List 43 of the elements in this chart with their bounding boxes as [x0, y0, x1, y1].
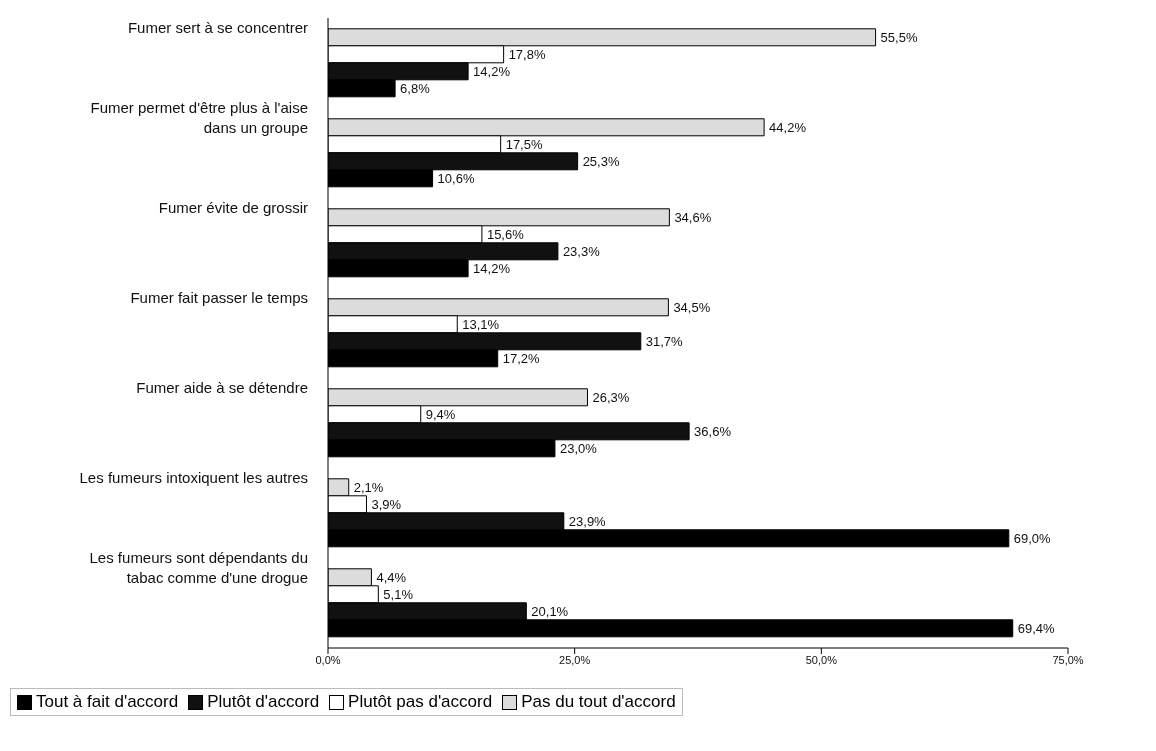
data-label: 2,1% — [353, 480, 384, 496]
data-label: 10,6% — [437, 171, 475, 187]
data-label: 34,5% — [673, 300, 711, 316]
legend-label: Plutôt pas d'accord — [347, 692, 493, 712]
y-tick-label: Fumer fait passer le temps — [130, 289, 308, 306]
data-label: 4,4% — [376, 570, 407, 586]
data-label: 31,7% — [645, 334, 684, 350]
data-label: 55,5% — [880, 30, 918, 46]
data-label: 9,4% — [425, 407, 456, 423]
y-tick-label: Fumer aide à se détendre — [136, 379, 308, 396]
data-label: 13,1% — [462, 317, 500, 333]
data-label: 25,3% — [582, 154, 620, 170]
data-label: 6,8% — [400, 81, 431, 97]
data-label: 36,6% — [694, 424, 732, 440]
x-tick-label: 75,0% — [1052, 653, 1084, 666]
data-label: 23,0% — [559, 441, 598, 457]
data-label: 34,6% — [674, 210, 712, 226]
data-label: 23,9% — [568, 514, 607, 530]
y-tick-label: Fumer sert à se concentrer — [127, 19, 308, 36]
data-label: 69,0% — [1013, 531, 1052, 547]
data-label: 17,2% — [502, 351, 541, 367]
y-tick-label: Fumer permet d'être plus à l'aise dans un groupe — [90, 99, 308, 136]
y-tick-label: Les fumeurs intoxiquent les autres — [79, 469, 308, 486]
legend-label: Pas du tout d'accord — [520, 692, 676, 712]
data-label: 44,2% — [769, 120, 807, 136]
data-label: 5,1% — [383, 587, 414, 603]
legend-label: Tout à fait d'accord — [35, 692, 179, 712]
data-label: 26,3% — [592, 390, 630, 406]
y-tick-label: Fumer évite de grossir — [158, 199, 308, 216]
data-label: 17,8% — [508, 47, 546, 63]
x-tick-label: 25,0% — [559, 653, 591, 666]
data-label: 20,1% — [531, 604, 569, 620]
data-label: 14,2% — [473, 261, 511, 277]
data-label: 3,9% — [371, 497, 402, 513]
x-tick-label: 50,0% — [805, 653, 838, 666]
x-tick-label: 0,0% — [315, 653, 341, 666]
legend-label: Plutôt d'accord — [206, 692, 320, 712]
data-label: 14,2% — [473, 64, 511, 80]
data-label: 15,6% — [486, 227, 525, 243]
data-label: 17,5% — [505, 137, 543, 153]
data-label: 69,4% — [1017, 621, 1056, 637]
y-tick-label: Les fumeurs sont dépendants du tabac comme d'une drogue — [89, 549, 308, 586]
data-label: 23,3% — [562, 244, 601, 260]
